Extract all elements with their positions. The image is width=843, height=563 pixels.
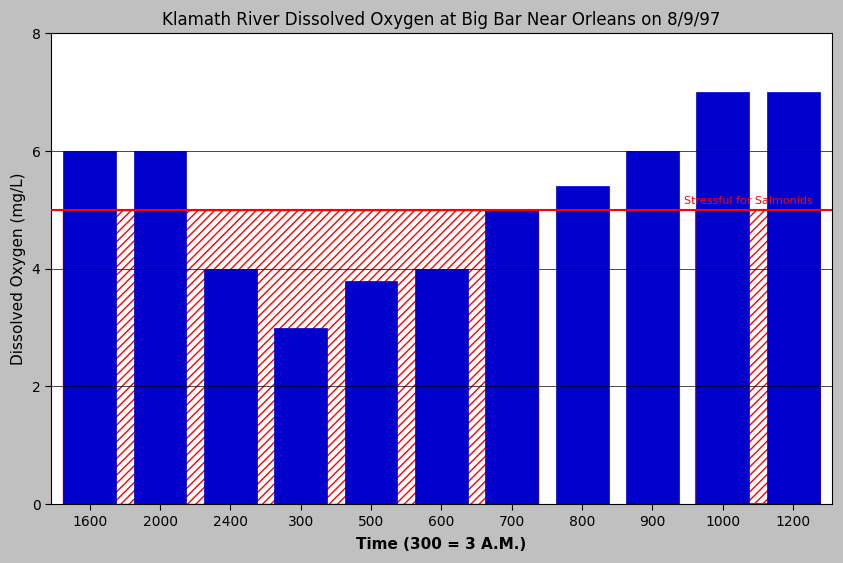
Bar xyxy=(626,151,679,504)
X-axis label: Time (300 = 3 A.M.): Time (300 = 3 A.M.) xyxy=(357,537,527,552)
Bar xyxy=(204,269,257,504)
Bar xyxy=(486,210,538,504)
Bar xyxy=(767,92,819,504)
Bar xyxy=(63,151,116,504)
Bar xyxy=(556,186,609,504)
Bar xyxy=(415,269,468,504)
Bar xyxy=(63,210,538,504)
Bar xyxy=(274,328,327,504)
Bar xyxy=(696,92,749,504)
Title: Klamath River Dissolved Oxygen at Big Bar Near Orleans on 8/9/97: Klamath River Dissolved Oxygen at Big Ba… xyxy=(162,11,721,29)
Bar xyxy=(696,210,819,504)
Bar xyxy=(345,280,397,504)
Text: Stressful for Salmonids: Stressful for Salmonids xyxy=(684,196,813,206)
Bar xyxy=(134,151,186,504)
Y-axis label: Dissolved Oxygen (mg/L): Dissolved Oxygen (mg/L) xyxy=(11,172,26,365)
